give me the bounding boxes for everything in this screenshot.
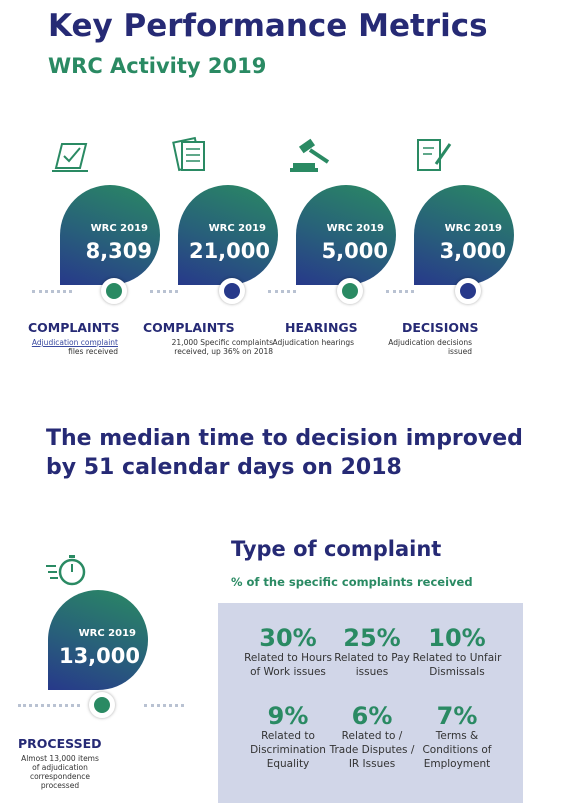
marker bbox=[455, 278, 481, 304]
complaint-pct: 25% bbox=[343, 624, 401, 652]
complaint-type: 30% Related to Hours of Work issues bbox=[242, 625, 334, 679]
complaint-type: 7% Terms & Conditions of Employment bbox=[411, 703, 503, 771]
complaint-pct: 6% bbox=[351, 702, 393, 730]
processed-label: WRC 2019 bbox=[78, 628, 136, 639]
processed-heading: PROCESSED bbox=[18, 736, 102, 751]
complaint-pct: 10% bbox=[428, 624, 486, 652]
complaint-desc: Related to / Trade Disputes / IR Issues bbox=[329, 730, 415, 770]
icon-complaint bbox=[52, 143, 88, 172]
kpi-desc-text: Adjudication hearings bbox=[272, 338, 354, 347]
icon-decision bbox=[417, 139, 452, 171]
dots bbox=[32, 290, 72, 293]
dots bbox=[268, 290, 296, 293]
marker bbox=[89, 692, 115, 718]
kpi-desc-link[interactable]: Adjudication complaint bbox=[31, 338, 118, 347]
kpi-value: 8,309 bbox=[85, 239, 152, 263]
kpi-heading: HEARINGS bbox=[285, 320, 358, 335]
processed-value: 13,000 bbox=[58, 644, 140, 668]
section-subtitle: % of the specific complaints received bbox=[231, 575, 473, 589]
complaint-desc: Terms & Conditions of Employment bbox=[422, 730, 492, 770]
dots bbox=[150, 290, 178, 293]
icon-documents bbox=[172, 136, 205, 172]
complaint-type: 10% Related to Unfair Dismissals bbox=[411, 625, 503, 679]
kpi-desc: 21,000 Specific complaints received, up … bbox=[148, 338, 273, 356]
kpi-value: 3,000 bbox=[439, 239, 506, 263]
kpi-drop: WRC 2019 21,000 bbox=[178, 185, 278, 285]
kpi-value: 5,000 bbox=[321, 239, 388, 263]
kpi-desc-text: 21,000 Specific complaints received, up … bbox=[171, 338, 273, 356]
processed-desc: Almost 13,000 items of adjudication corr… bbox=[21, 754, 99, 790]
section-title: Type of complaint bbox=[231, 537, 442, 561]
marker bbox=[337, 278, 363, 304]
kpi-desc-text: Adjudication decisions issued bbox=[388, 338, 472, 356]
dots bbox=[144, 704, 184, 707]
headline: The median time to decision improved by … bbox=[46, 426, 523, 480]
complaint-type: 6% Related to / Trade Disputes / IR Issue… bbox=[326, 703, 418, 771]
dots bbox=[386, 290, 414, 293]
kpi-drop: WRC 2019 5,000 bbox=[296, 185, 396, 285]
title: Key Performance Metrics bbox=[48, 8, 488, 44]
complaint-type: 9% Related to Discrimination Equality bbox=[242, 703, 334, 771]
complaint-pct: 7% bbox=[436, 702, 478, 730]
icon-stopwatch bbox=[46, 555, 86, 586]
dots bbox=[18, 704, 80, 707]
complaint-desc: Related to Hours of Work issues bbox=[244, 652, 332, 678]
marker bbox=[219, 278, 245, 304]
kpi-desc-text: files received bbox=[68, 347, 118, 356]
kpi-desc: Adjudication complaint files received bbox=[30, 338, 118, 356]
complaint-type: 25% Related to Pay issues bbox=[326, 625, 418, 679]
kpi-heading: DECISIONS bbox=[402, 320, 479, 335]
kpi-label: WRC 2019 bbox=[208, 223, 266, 234]
kpi-label: WRC 2019 bbox=[444, 223, 502, 234]
kpi-label: WRC 2019 bbox=[90, 223, 148, 234]
icon-gavel bbox=[290, 138, 330, 172]
complaint-desc: Related to Discrimination Equality bbox=[250, 730, 326, 770]
marker bbox=[101, 278, 127, 304]
complaint-pct: 9% bbox=[267, 702, 309, 730]
kpi-drop: WRC 2019 8,309 bbox=[60, 185, 160, 285]
kpi-desc: Adjudication hearings bbox=[266, 338, 354, 347]
kpi-drop: WRC 2019 3,000 bbox=[414, 185, 514, 285]
complaint-type-panel: 30% Related to Hours of Work issues 25% Rel… bbox=[218, 603, 523, 803]
complaint-desc: Related to Unfair Dismissals bbox=[412, 652, 502, 678]
subtitle: WRC Activity 2019 bbox=[48, 54, 267, 78]
kpi-heading: COMPLAINTS bbox=[143, 320, 235, 335]
kpi-heading: COMPLAINTS bbox=[28, 320, 120, 335]
kpi-value: 21,000 bbox=[188, 239, 270, 263]
kpi-label: WRC 2019 bbox=[326, 223, 384, 234]
complaint-pct: 30% bbox=[259, 624, 317, 652]
kpi-desc: Adjudication decisions issued bbox=[384, 338, 472, 356]
complaint-desc: Related to Pay issues bbox=[334, 652, 410, 678]
processed-drop: WRC 2019 13,000 bbox=[48, 590, 148, 690]
